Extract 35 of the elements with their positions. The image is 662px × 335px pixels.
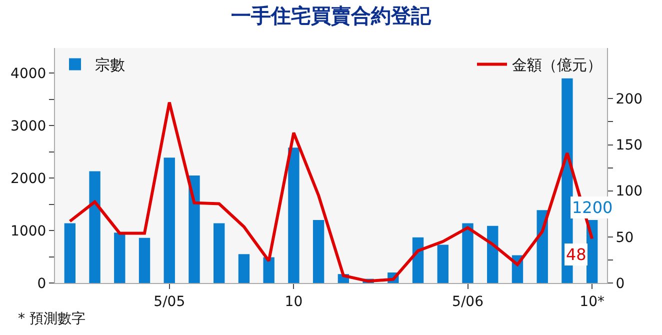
bar bbox=[114, 232, 126, 283]
bar bbox=[437, 244, 448, 283]
y2-tick-label: 100 bbox=[616, 184, 643, 200]
data-label: 1200 bbox=[572, 198, 613, 217]
bar bbox=[164, 158, 175, 283]
y2-tick-label: 50 bbox=[616, 230, 634, 246]
y-tick-label: 0 bbox=[37, 276, 46, 292]
bar bbox=[312, 220, 324, 283]
y-tick-label: 2000 bbox=[10, 170, 46, 187]
bar bbox=[263, 257, 274, 283]
chart-title: 一手住宅買賣合約登記 bbox=[231, 3, 432, 28]
y-tick-label: 1000 bbox=[10, 223, 46, 240]
bar bbox=[412, 237, 424, 283]
legend-label: 宗數 bbox=[95, 56, 125, 74]
bar bbox=[462, 223, 474, 283]
bar bbox=[487, 226, 498, 283]
bar bbox=[188, 175, 200, 283]
x-tick-label: 5/05 bbox=[154, 294, 186, 310]
bar bbox=[238, 254, 250, 283]
data-label: 48 bbox=[566, 245, 586, 264]
bar bbox=[288, 148, 300, 283]
y-tick-label: 4000 bbox=[10, 66, 46, 82]
legend-label: 金額（億元） bbox=[512, 56, 602, 74]
y2-tick-label: 0 bbox=[616, 276, 625, 292]
x-tick-label: 10* bbox=[580, 294, 604, 310]
y-tick-label: 3000 bbox=[10, 118, 46, 135]
bar bbox=[214, 223, 225, 283]
x-tick-label: 5/06 bbox=[452, 294, 484, 310]
bar bbox=[64, 223, 76, 283]
x-tick-label: 10 bbox=[284, 294, 303, 310]
y2-tick-label: 200 bbox=[616, 92, 643, 108]
bar bbox=[138, 238, 150, 283]
text: * 預測數字 bbox=[18, 311, 86, 327]
bar bbox=[89, 171, 100, 283]
y2-tick-label: 150 bbox=[616, 138, 643, 154]
